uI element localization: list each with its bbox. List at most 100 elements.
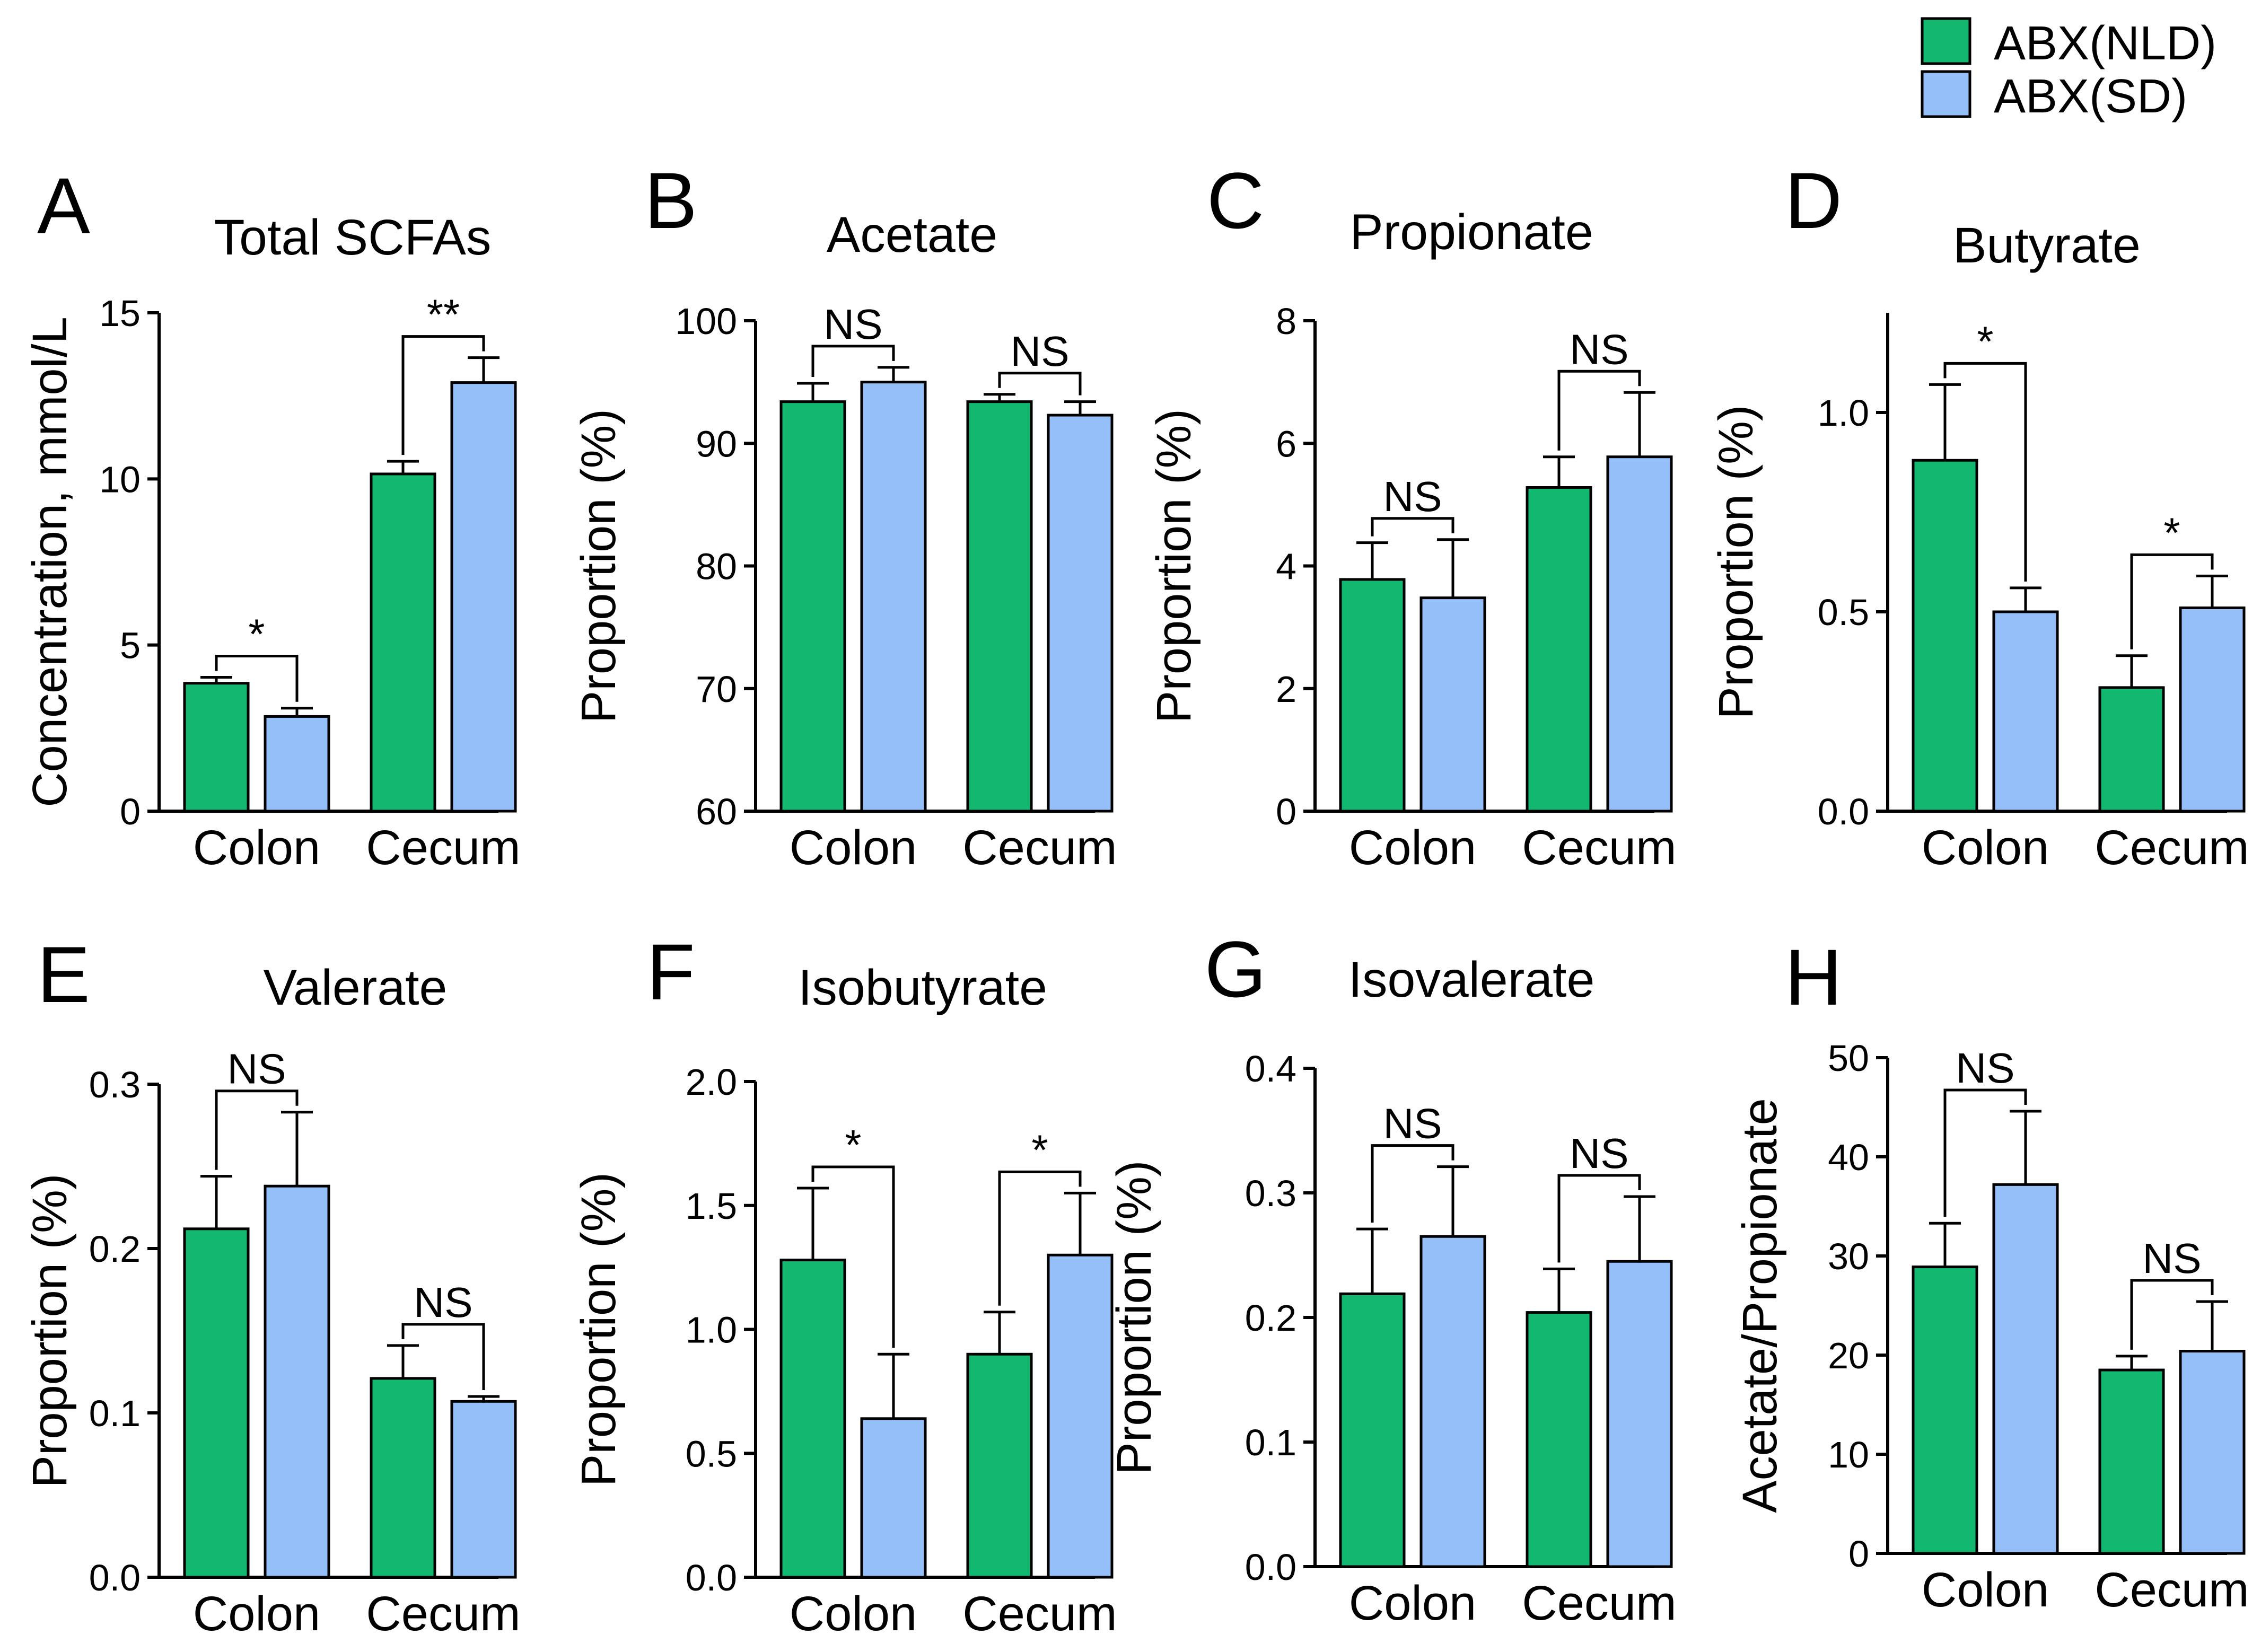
panel-title: Propionate — [1349, 204, 1593, 260]
bar-cecum-nld — [370, 1377, 436, 1579]
y-tick-label: 10 — [99, 459, 141, 500]
y-axis-label: Proportion (%) — [1709, 405, 1763, 719]
category-label-cecum: Cecum — [2095, 1563, 2249, 1617]
significance-label: NS — [414, 1279, 472, 1326]
legend: ABX(NLD) ABX(SD) — [1921, 17, 2216, 123]
panel-letter: F — [646, 927, 695, 1016]
significance-label: NS — [1010, 328, 1069, 375]
category-label-colon: Colon — [193, 821, 320, 875]
bar-cecum-nld — [1526, 1311, 1592, 1568]
bar-cecum-nld — [966, 1352, 1033, 1579]
bar-colon-sd — [1419, 1235, 1486, 1568]
category-label-colon: Colon — [790, 1587, 917, 1641]
panel-letter: G — [1205, 925, 1267, 1014]
legend-swatch-nld — [1921, 17, 1971, 65]
significance-label: NS — [823, 301, 882, 348]
significance-bracket — [811, 345, 895, 377]
bar-colon-sd — [860, 1417, 927, 1579]
category-label-cecum: Cecum — [962, 1587, 1117, 1641]
significance-bracket — [215, 654, 299, 702]
bar-colon-nld — [779, 400, 846, 813]
y-axis-label: Proportion (%) — [23, 1173, 77, 1488]
significance-label: NS — [1383, 473, 1442, 520]
bar-cecum-sd — [2179, 1350, 2246, 1555]
y-tick-label: 2 — [1276, 669, 1296, 710]
significance-bracket — [401, 335, 485, 455]
bar-cecum-nld — [1526, 486, 1592, 813]
bar-colon-sd — [1992, 610, 2059, 813]
panel-c: C Propionate 0 2 4 6 8 Proportion (%) Colon Cecum… — [1147, 156, 1677, 875]
category-label-cecum: Cecum — [1522, 1576, 1676, 1630]
panel-letter: B — [644, 156, 697, 245]
category-label-cecum: Cecum — [366, 821, 520, 875]
bar-colon-sd — [264, 1184, 330, 1579]
y-tick-label: 0.3 — [89, 1064, 141, 1105]
panel-title: Valerate — [264, 960, 448, 1016]
y-axis-label: Proportion (%) — [572, 409, 626, 723]
bar-cecum-sd — [450, 1400, 517, 1579]
significance-bracket — [2130, 553, 2214, 649]
significance-bracket — [998, 1170, 1082, 1306]
panel-b: B Acetate 60 70 80 90 100 Proportion (%) Colon Ce… — [572, 156, 1117, 875]
bar-colon-sd — [1419, 596, 1486, 813]
y-tick-label: 6 — [1276, 423, 1296, 464]
y-tick-label: 10 — [1828, 1434, 1869, 1475]
y-tick-label: 0 — [120, 791, 141, 832]
y-tick-label: 0 — [1276, 791, 1296, 832]
y-tick-label: 80 — [696, 546, 737, 587]
y-tick-label: 0.0 — [89, 1557, 141, 1598]
significance-label: * — [248, 610, 265, 657]
significance-label: NS — [1383, 1100, 1442, 1147]
y-tick-label: 70 — [696, 669, 737, 710]
bar-cecum-nld — [370, 472, 436, 813]
panel-letter: H — [1785, 933, 1842, 1022]
category-label-colon: Colon — [1349, 821, 1476, 875]
category-label-cecum: Cecum — [962, 821, 1117, 875]
bar-colon-nld — [1339, 578, 1406, 813]
category-label-colon: Colon — [1922, 821, 2049, 875]
y-tick-label: 100 — [675, 301, 737, 342]
category-label-colon: Colon — [1349, 1576, 1476, 1630]
panel-title: Isobutyrate — [798, 960, 1047, 1016]
significance-label: NS — [1570, 326, 1628, 373]
significance-bracket — [1943, 362, 2027, 582]
bar-cecum-nld — [966, 400, 1033, 813]
y-tick-label: 0.0 — [1245, 1546, 1296, 1588]
panel-letter: E — [37, 930, 90, 1019]
bar-cecum-sd — [2179, 606, 2246, 813]
y-tick-label: 0.1 — [1245, 1422, 1296, 1463]
y-tick-label: 0.1 — [89, 1393, 141, 1434]
significance-bracket — [811, 1165, 895, 1348]
bar-colon-nld — [1912, 1266, 1978, 1555]
y-axis-label: Concentration, mmol/L — [23, 317, 77, 807]
panel-g: G Isovalerate 0.0 0.1 0.2 0.3 0.4 Proportion (%… — [1107, 925, 1677, 1630]
y-tick-label: 30 — [1828, 1236, 1869, 1277]
y-tick-label: 4 — [1276, 546, 1296, 587]
bar-colon-sd — [264, 715, 330, 813]
y-tick-label: 40 — [1828, 1137, 1869, 1178]
y-tick-label: 1.0 — [686, 1310, 737, 1351]
significance-label: NS — [227, 1045, 286, 1093]
panel-title: Butyrate — [1953, 217, 2141, 274]
significance-bracket — [1371, 1144, 1454, 1223]
significance-label: * — [1977, 318, 1993, 365]
significance-label: * — [845, 1121, 861, 1168]
bar-cecum-sd — [1606, 1260, 1673, 1568]
significance-bracket — [1371, 517, 1454, 537]
significance-bracket — [1557, 1174, 1641, 1263]
category-label-cecum: Cecum — [366, 1587, 520, 1641]
panel-f: F Isobutyrate 0.0 0.5 1.0 1.5 2.0 Proportion (%… — [572, 927, 1117, 1641]
significance-label: * — [2163, 509, 2180, 556]
category-label-colon: Colon — [1922, 1563, 2049, 1617]
bar-cecum-nld — [2098, 686, 2165, 813]
panel-a: A Total SCFAs 0 5 10 15 Concentration, mmol/L C… — [23, 161, 521, 875]
y-axis-label: Proportion (%) — [572, 1172, 626, 1487]
y-tick-label: 0 — [1848, 1533, 1869, 1575]
bar-colon-nld — [183, 682, 250, 813]
panel-h: H 0 10 20 30 40 50 Acetate/Propionate Colon Cecum… — [1733, 933, 2249, 1617]
bar-colon-sd — [860, 381, 927, 813]
panel-d: D Butyrate 0.0 0.5 1.0 Proportion (%) Colon Cec… — [1709, 156, 2249, 875]
y-tick-label: 60 — [696, 791, 737, 832]
y-tick-label: 8 — [1276, 301, 1296, 342]
